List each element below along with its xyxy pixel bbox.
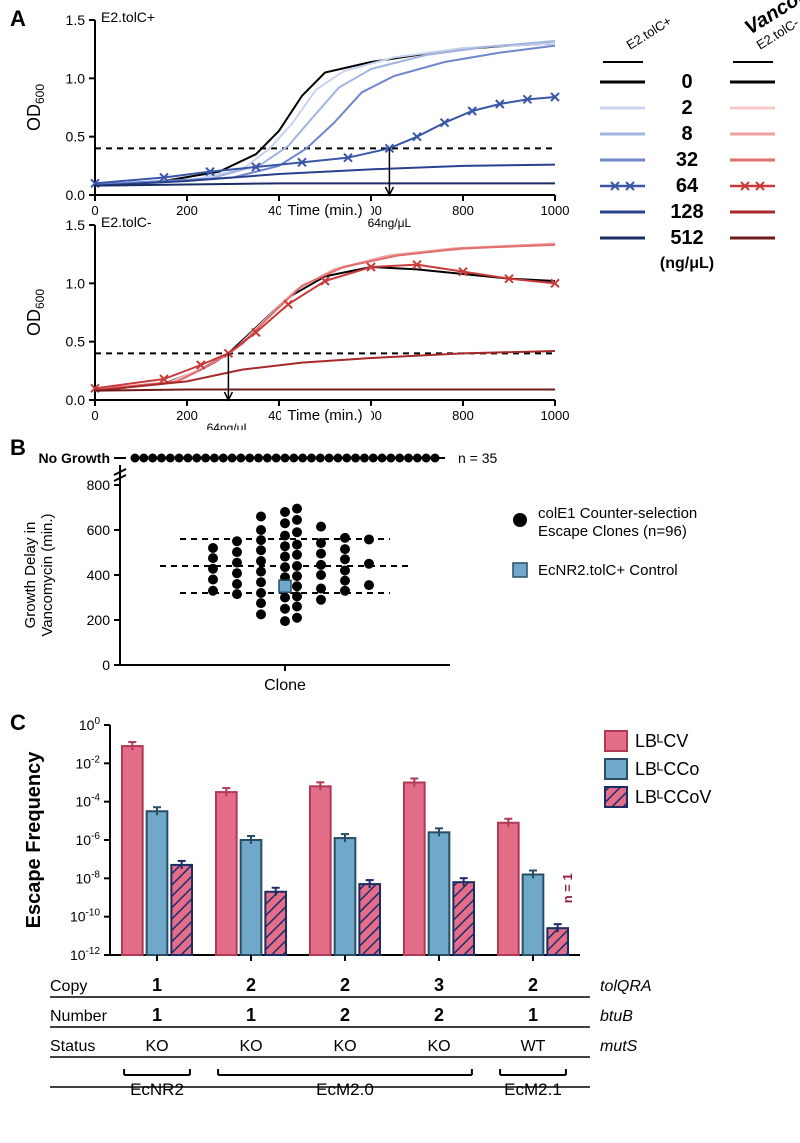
svg-text:E2.tolC+: E2.tolC+ <box>624 13 675 52</box>
svg-text:EcNR2: EcNR2 <box>130 1080 184 1099</box>
svg-text:10-8: 10-8 <box>76 869 101 886</box>
svg-text:64ng/μL: 64ng/μL <box>368 216 412 230</box>
svg-text:Clone: Clone <box>264 677 306 694</box>
svg-text:0: 0 <box>681 71 692 93</box>
svg-text:128: 128 <box>670 201 703 223</box>
svg-text:10-2: 10-2 <box>76 754 101 771</box>
svg-text:2: 2 <box>681 97 692 119</box>
svg-text:8: 8 <box>681 123 692 145</box>
svg-text:1: 1 <box>246 1005 256 1025</box>
svg-text:800: 800 <box>452 203 474 218</box>
svg-text:1.0: 1.0 <box>66 275 86 291</box>
svg-text:2: 2 <box>340 975 350 995</box>
svg-text:btuB: btuB <box>600 1008 633 1025</box>
svg-text:2: 2 <box>340 1005 350 1025</box>
svg-text:0: 0 <box>91 203 98 218</box>
svg-text:KO: KO <box>145 1038 168 1055</box>
svg-text:LBᴸCCoV: LBᴸCCoV <box>635 787 711 807</box>
svg-text:LBᴸCCo: LBᴸCCo <box>635 759 699 779</box>
svg-text:Escape Frequency: Escape Frequency <box>23 751 45 929</box>
svg-text:600: 600 <box>87 522 111 538</box>
svg-text:32: 32 <box>676 149 698 171</box>
svg-text:1: 1 <box>152 975 162 995</box>
svg-text:Time (min.): Time (min.) <box>287 202 362 219</box>
svg-text:64: 64 <box>676 175 699 197</box>
svg-text:EcM2.0: EcM2.0 <box>316 1080 374 1099</box>
svg-text:2: 2 <box>434 1005 444 1025</box>
svg-text:mutS: mutS <box>600 1038 638 1055</box>
svg-text:KO: KO <box>427 1038 450 1055</box>
svg-text:512: 512 <box>670 227 703 249</box>
svg-text:Growth Delay in: Growth Delay in <box>22 522 39 629</box>
svg-text:1: 1 <box>152 1005 162 1025</box>
svg-text:2: 2 <box>528 975 538 995</box>
svg-text:Escape Clones (n=96): Escape Clones (n=96) <box>538 523 687 540</box>
svg-text:100: 100 <box>79 716 101 733</box>
svg-text:200: 200 <box>176 408 198 423</box>
svg-text:10-12: 10-12 <box>70 946 100 963</box>
svg-text:64ng/μL: 64ng/μL <box>207 421 251 430</box>
svg-text:OD600: OD600 <box>24 289 47 336</box>
svg-text:10-4: 10-4 <box>76 793 101 810</box>
svg-text:Status: Status <box>50 1038 95 1055</box>
panelC-svg: 10-12 10-10 10-8 10-6 10-4 10-2 100 Escape Freq… <box>0 705 800 1143</box>
svg-text:1.0: 1.0 <box>66 70 86 86</box>
svg-text:KO: KO <box>333 1038 356 1055</box>
svg-text:0.0: 0.0 <box>66 187 86 203</box>
svg-text:E2.tolC-: E2.tolC- <box>101 214 152 230</box>
svg-text:Number: Number <box>50 1008 108 1025</box>
svg-text:(ng/μL): (ng/μL) <box>660 255 714 272</box>
svg-text:0: 0 <box>91 408 98 423</box>
svg-text:1000: 1000 <box>541 408 570 423</box>
panelA-svg: 0.00.51.01.502004006008001000E2.tolC+64n… <box>0 0 800 430</box>
svg-text:EcM2.1: EcM2.1 <box>504 1080 562 1099</box>
svg-text:Vancomycin (min.): Vancomycin (min.) <box>39 513 56 636</box>
svg-text:1: 1 <box>528 1005 538 1025</box>
svg-text:No Growth: No Growth <box>38 450 110 466</box>
svg-text:400: 400 <box>87 567 111 583</box>
svg-text:LBᴸCV: LBᴸCV <box>635 731 688 751</box>
svg-text:10-10: 10-10 <box>70 908 100 925</box>
svg-text:0.5: 0.5 <box>66 334 86 350</box>
svg-text:Time (min.): Time (min.) <box>287 407 362 424</box>
svg-text:colE1 Counter-selection: colE1 Counter-selection <box>538 505 697 522</box>
svg-text:800: 800 <box>452 408 474 423</box>
svg-text:KO: KO <box>239 1038 262 1055</box>
panelB-svg: 0 200 400 600 800 No Growth n = 35 Clone Growth … <box>0 430 800 705</box>
svg-text:tolQRA: tolQRA <box>600 978 652 995</box>
svg-text:200: 200 <box>87 612 111 628</box>
svg-text:n = 1: n = 1 <box>560 873 575 903</box>
svg-text:n = 35: n = 35 <box>458 450 498 466</box>
svg-text:3: 3 <box>434 975 444 995</box>
svg-text:10-6: 10-6 <box>76 831 101 848</box>
svg-text:0: 0 <box>102 657 110 673</box>
svg-text:2: 2 <box>246 975 256 995</box>
svg-text:OD600: OD600 <box>24 84 47 131</box>
svg-text:200: 200 <box>176 203 198 218</box>
svg-text:0.0: 0.0 <box>66 392 86 408</box>
svg-text:E2.tolC+: E2.tolC+ <box>101 9 155 25</box>
svg-text:0.5: 0.5 <box>66 129 86 145</box>
svg-text:1000: 1000 <box>541 203 570 218</box>
svg-text:1.5: 1.5 <box>66 217 86 233</box>
svg-text:800: 800 <box>87 477 111 493</box>
svg-text:Copy: Copy <box>50 978 87 995</box>
svg-text:1.5: 1.5 <box>66 12 86 28</box>
svg-text:EcNR2.tolC+ Control: EcNR2.tolC+ Control <box>538 562 678 579</box>
svg-text:WT: WT <box>521 1038 546 1055</box>
